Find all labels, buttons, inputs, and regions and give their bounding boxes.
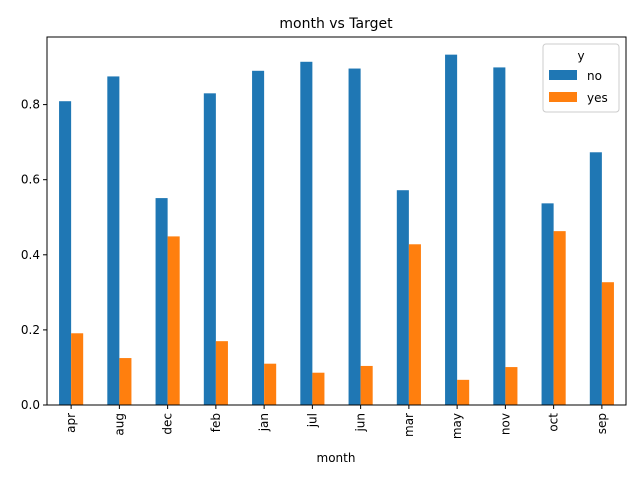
legend-title: y	[577, 49, 584, 63]
plot-frame	[46, 36, 627, 406]
bar-no-sep	[589, 152, 602, 405]
x-tick-label: feb	[209, 413, 223, 432]
bar-no-jan	[252, 70, 265, 405]
x-tick-label: aug	[112, 413, 126, 436]
bar-yes-jul	[312, 372, 325, 405]
x-axis-title: month	[317, 451, 356, 465]
y-axis: 0.0 0.2 0.4 0.6 0.8	[21, 98, 47, 412]
bar-no-jul	[300, 61, 313, 406]
y-tick-label: 0.0	[21, 398, 40, 412]
x-axis: apr aug dec feb jan jul jun mar may nov oct sep	[64, 405, 609, 439]
bar-no-aug	[107, 76, 120, 405]
bar-no-mar	[396, 190, 409, 405]
bar-yes-jun	[360, 365, 373, 405]
bar-yes-nov	[505, 367, 518, 405]
x-tick-label: nov	[498, 413, 512, 435]
bar-no-dec	[155, 198, 168, 405]
x-tick-label: apr	[64, 413, 78, 433]
bar-yes-mar	[408, 244, 421, 405]
bar-yes-aug	[119, 358, 132, 405]
legend-label-no: no	[587, 69, 602, 83]
bars-group	[59, 54, 614, 406]
bar-yes-jan	[264, 363, 277, 405]
bar-no-feb	[203, 93, 216, 405]
bar-yes-oct	[553, 231, 566, 405]
x-tick-label: may	[450, 413, 464, 439]
bar-no-nov	[493, 67, 506, 406]
x-tick-label: oct	[547, 413, 561, 432]
y-tick-label: 0.2	[21, 323, 40, 337]
x-tick-label: jan	[257, 413, 271, 432]
legend-swatch-yes	[549, 92, 577, 102]
x-tick-label: dec	[161, 413, 175, 435]
x-tick-label: jun	[354, 413, 368, 433]
bar-no-jun	[348, 68, 361, 406]
bar-yes-apr	[71, 333, 84, 405]
legend: y no yes	[542, 43, 620, 113]
x-tick-label: mar	[402, 413, 416, 437]
bar-yes-sep	[601, 282, 614, 405]
bar-no-oct	[541, 203, 554, 405]
bar-no-apr	[59, 101, 72, 405]
bar-no-may	[445, 54, 458, 405]
y-tick-label: 0.6	[21, 173, 40, 187]
bar-yes-may	[457, 379, 470, 405]
x-tick-label: jul	[305, 413, 319, 428]
legend-label-yes: yes	[587, 91, 608, 105]
x-tick-label: sep	[595, 413, 609, 434]
legend-swatch-no	[549, 70, 577, 80]
bar-yes-feb	[215, 341, 228, 405]
y-tick-label: 0.4	[21, 248, 40, 262]
chart-title: month vs Target	[279, 16, 393, 32]
bar-yes-dec	[167, 236, 180, 405]
y-tick-label: 0.8	[21, 98, 40, 112]
